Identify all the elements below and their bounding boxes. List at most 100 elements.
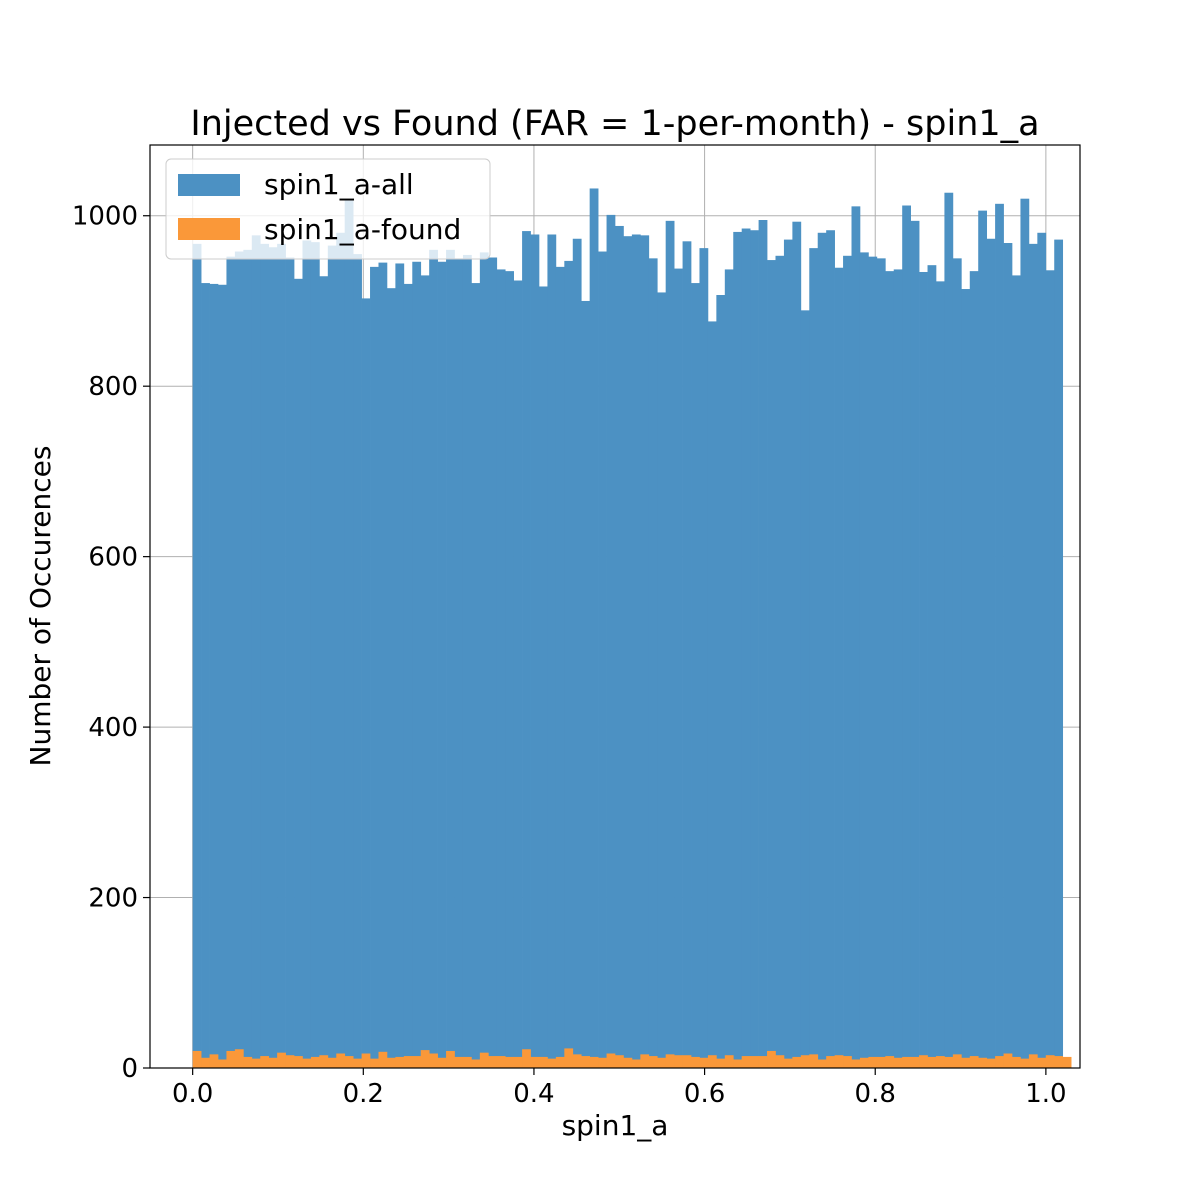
bar-all: [640, 235, 650, 1069]
bar-all: [767, 260, 776, 1068]
bar-all: [344, 200, 354, 1068]
bar-found: [859, 1057, 869, 1068]
bar-all: [361, 298, 371, 1068]
bar-all: [234, 251, 244, 1068]
bar-found: [268, 1057, 278, 1068]
x-tick-label: 1.0: [1025, 1079, 1066, 1109]
bar-all: [522, 231, 531, 1068]
bar-found: [555, 1056, 565, 1068]
bar-all: [699, 248, 709, 1068]
bar-all: [758, 220, 768, 1068]
bar-all: [648, 258, 658, 1069]
bar-all: [538, 286, 548, 1069]
legend-swatch-found: [178, 218, 240, 240]
bar-found: [530, 1056, 540, 1068]
bar-all: [961, 289, 971, 1068]
bar-found: [1037, 1057, 1047, 1068]
legend-label-all: spin1_a-all: [264, 168, 414, 201]
bar-all: [555, 266, 565, 1068]
bar-all: [479, 252, 489, 1068]
bar-all: [1003, 243, 1013, 1068]
bar-all: [192, 243, 202, 1069]
y-tick-label: 200: [88, 884, 138, 914]
bar-found: [285, 1055, 295, 1068]
bar-all: [437, 261, 447, 1068]
bar-all: [691, 283, 700, 1068]
bar-all: [995, 203, 1004, 1068]
bar-found: [1062, 1056, 1072, 1068]
bar-all: [969, 271, 979, 1068]
bar-all: [978, 210, 988, 1068]
x-axis-ticks: 0.0 0.2 0.4 0.6 0.8 1.0: [172, 1068, 1067, 1109]
bar-found: [665, 1054, 675, 1068]
x-tick-label: 0.4: [513, 1079, 554, 1109]
bar-found: [691, 1056, 700, 1068]
bar-found: [243, 1056, 253, 1068]
bar-found: [437, 1057, 447, 1068]
bar-all: [395, 263, 405, 1069]
bar-found: [1054, 1056, 1064, 1068]
bar-found: [648, 1056, 658, 1068]
bar-all: [631, 234, 641, 1069]
bar-all: [513, 280, 523, 1068]
bar-all: [547, 234, 557, 1069]
y-axis-label: Number of Occurences: [24, 446, 57, 767]
y-tick-label: 600: [88, 543, 138, 573]
bar-all: [750, 230, 759, 1069]
bar-found: [775, 1055, 785, 1068]
legend-swatch-all: [178, 174, 240, 196]
bar-all: [471, 283, 481, 1068]
bar-found: [361, 1053, 371, 1068]
bar-all: [1045, 270, 1055, 1068]
bar-all: [716, 295, 726, 1068]
bar-all: [462, 254, 472, 1068]
bar-all: [446, 249, 455, 1068]
bar-found: [902, 1056, 911, 1068]
bar-all: [488, 257, 498, 1068]
bar-found: [429, 1053, 438, 1068]
series-found-bars: [192, 1048, 1072, 1068]
bar-all: [412, 261, 422, 1068]
bar-found: [344, 1056, 354, 1068]
bar-found: [547, 1058, 557, 1068]
legend: spin1_a-all spin1_a-found: [165, 158, 491, 260]
bar-found: [640, 1054, 650, 1068]
bar-all: [226, 256, 236, 1068]
bar-all: [243, 249, 253, 1068]
bar-all: [353, 254, 362, 1069]
bar-all: [294, 278, 303, 1068]
bar-all: [623, 236, 633, 1068]
bar-all: [251, 235, 261, 1069]
bar-found: [910, 1056, 920, 1068]
bar-found: [783, 1058, 793, 1068]
bar-found: [327, 1057, 337, 1068]
bar-found: [1045, 1055, 1055, 1068]
bar-all: [218, 284, 227, 1068]
bar-found: [395, 1056, 405, 1068]
bar-found: [767, 1050, 776, 1068]
bar-found: [420, 1050, 430, 1068]
bar-all: [724, 269, 734, 1068]
bar-all: [952, 258, 962, 1069]
bar-all: [707, 321, 717, 1068]
bar-found: [564, 1048, 574, 1068]
bar-all: [201, 283, 210, 1068]
bar-found: [631, 1059, 641, 1068]
bar-found: [674, 1055, 683, 1068]
bar-all: [615, 225, 624, 1068]
bar-found: [201, 1057, 210, 1068]
chart-title: Injected vs Found (FAR = 1-per-month) - …: [190, 104, 1039, 144]
bar-all: [843, 255, 852, 1069]
bar-found: [615, 1055, 624, 1068]
y-axis-ticks: 0 200 400 600 800 1000: [72, 202, 150, 1084]
bar-found: [995, 1056, 1004, 1068]
legend-box: [165, 158, 491, 260]
bar-all: [783, 239, 793, 1069]
bar-found: [454, 1056, 464, 1068]
bar-found: [707, 1055, 717, 1068]
x-tick-label: 0.6: [684, 1079, 725, 1109]
bar-all: [581, 300, 591, 1069]
bar-found: [944, 1056, 954, 1068]
bar-found: [800, 1055, 810, 1068]
